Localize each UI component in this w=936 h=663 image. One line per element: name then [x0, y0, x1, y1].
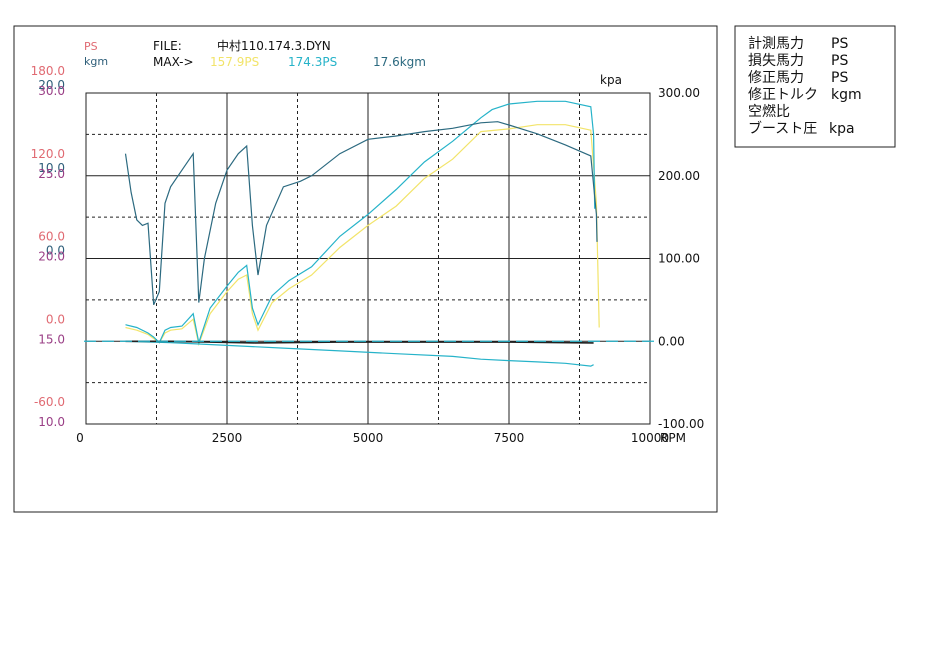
left-tick-ps: -60.0: [34, 395, 65, 409]
series-line-corrected-torque: [124, 121, 598, 306]
unit-ps-label: PS: [84, 40, 98, 53]
x-tick-label: 0: [76, 431, 84, 445]
right-tick-label: 0.00: [658, 334, 685, 348]
right-tick-label: 300.00: [658, 86, 700, 100]
right-tick-label: 100.00: [658, 252, 700, 266]
left-tick-kpa: 10.0: [38, 415, 65, 429]
legend-item-unit: PS: [831, 36, 848, 52]
right-axis: 300.00 200.00 100.00 0.00 -100.00: [658, 86, 704, 431]
series-line-measured-power: [125, 124, 600, 347]
chart-frame: [13, 25, 718, 513]
legend-item-unit: kpa: [829, 121, 855, 137]
x-tick-label: 10000: [631, 431, 669, 445]
max-corrected-value: 174.3PS: [288, 55, 337, 69]
legend-item-name: 損失馬力: [748, 53, 804, 69]
legend-box: [734, 25, 896, 148]
left-tick-ps: 120.0: [31, 147, 65, 161]
legend-item-name: 計測馬力: [748, 36, 804, 52]
right-tick-label: -100.00: [658, 417, 704, 431]
x-tick-label: 2500: [212, 431, 243, 445]
legend-item-name: 修正馬力: [748, 70, 804, 86]
legend-item-name: 空燃比: [748, 103, 790, 120]
left-tick-ps: 180.0: [31, 64, 65, 78]
right-tick-label: 200.00: [658, 169, 700, 183]
max-label: MAX->: [153, 55, 194, 69]
legend-item-unit: PS: [831, 53, 848, 69]
max-torque-value: 17.6kgm: [373, 55, 426, 69]
right-axis-unit: kpa: [600, 73, 622, 87]
left-tick-kgm: 20.0: [38, 78, 65, 92]
grid: [86, 93, 650, 424]
legend-item-name: 修正トルク: [748, 87, 818, 103]
series-line-loss-power: [125, 340, 594, 367]
left-tick-kgm: 10.0: [38, 161, 65, 175]
legend-item-unit: kgm: [831, 87, 862, 103]
left-tick-kpa: 15.0: [38, 332, 65, 346]
legend-item-unit: PS: [831, 70, 848, 86]
series-line-corrected-power: [125, 100, 596, 345]
left-axes: 180.020.030.0120.010.025.060.00.020.00.0…: [31, 64, 65, 429]
x-tick-label: 7500: [494, 431, 525, 445]
x-axis-label: RPM: [660, 431, 686, 445]
left-tick-kgm: 0.0: [46, 244, 65, 258]
left-tick-ps: 0.0: [46, 312, 65, 326]
x-axis: 0 2500 5000 7500 10000: [76, 431, 669, 445]
legend-item-name: ブースト圧: [748, 120, 817, 137]
series-layer: [84, 100, 658, 367]
left-tick-kpa: 25.0: [38, 167, 65, 181]
left-tick-ps: 60.0: [38, 230, 65, 244]
file-label: FILE:: [153, 39, 182, 53]
file-name: 中村110.174.3.DYN: [217, 38, 331, 53]
left-tick-kpa: 30.0: [38, 84, 65, 98]
left-tick-kpa: 20.0: [38, 250, 65, 264]
series-line-boost-pressure: [125, 340, 594, 344]
unit-kgm-label: kgm: [84, 55, 108, 68]
max-measured-value: 157.9PS: [210, 55, 259, 69]
x-tick-label: 5000: [353, 431, 384, 445]
